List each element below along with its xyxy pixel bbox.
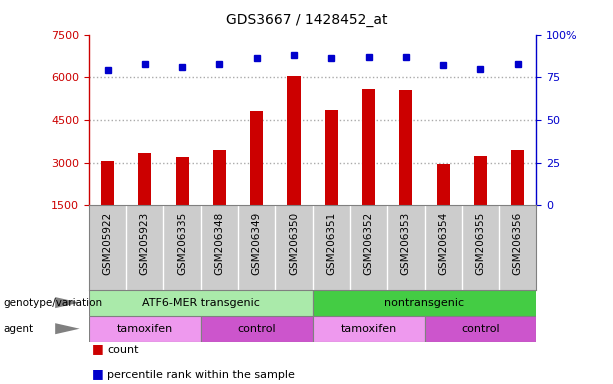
Text: GSM206351: GSM206351	[326, 212, 337, 275]
Text: genotype/variation: genotype/variation	[3, 298, 102, 308]
Bar	[313, 290, 536, 316]
Bar	[325, 110, 338, 205]
Bar	[424, 316, 536, 342]
Polygon shape	[55, 297, 80, 308]
Bar	[175, 157, 189, 205]
Text: GSM206355: GSM206355	[476, 212, 485, 275]
Text: GSM206352: GSM206352	[364, 212, 373, 275]
Text: nontransgenic: nontransgenic	[384, 298, 465, 308]
Bar	[201, 316, 313, 342]
Bar	[399, 90, 413, 205]
Text: GSM206353: GSM206353	[401, 212, 411, 275]
Bar	[362, 89, 375, 205]
Text: ■: ■	[92, 342, 104, 355]
Text: GSM206349: GSM206349	[252, 212, 262, 275]
Text: control: control	[461, 324, 500, 334]
Text: percentile rank within the sample: percentile rank within the sample	[107, 370, 295, 380]
Bar	[250, 111, 263, 205]
Bar	[89, 290, 313, 316]
Bar	[313, 316, 424, 342]
Text: GSM206356: GSM206356	[512, 212, 523, 275]
Text: ATF6-MER transgenic: ATF6-MER transgenic	[142, 298, 260, 308]
Text: GDS3667 / 1428452_at: GDS3667 / 1428452_at	[226, 13, 387, 27]
Text: count: count	[107, 345, 139, 355]
Text: GSM205923: GSM205923	[140, 212, 150, 275]
Text: tamoxifen: tamoxifen	[116, 324, 173, 334]
Bar	[474, 156, 487, 205]
Text: GSM206348: GSM206348	[215, 212, 224, 275]
Bar	[139, 153, 151, 205]
Bar	[89, 316, 201, 342]
Text: GSM206335: GSM206335	[177, 212, 187, 275]
Polygon shape	[55, 323, 80, 334]
Bar	[287, 76, 300, 205]
Text: tamoxifen: tamoxifen	[340, 324, 397, 334]
Bar	[511, 150, 524, 205]
Text: GSM206350: GSM206350	[289, 212, 299, 275]
Bar	[213, 150, 226, 205]
Text: ■: ■	[92, 367, 104, 380]
Text: GSM206354: GSM206354	[438, 212, 448, 275]
Bar	[436, 164, 450, 205]
Bar	[101, 161, 114, 205]
Text: control: control	[237, 324, 276, 334]
Text: agent: agent	[3, 324, 33, 334]
Text: GSM205922: GSM205922	[102, 212, 113, 275]
